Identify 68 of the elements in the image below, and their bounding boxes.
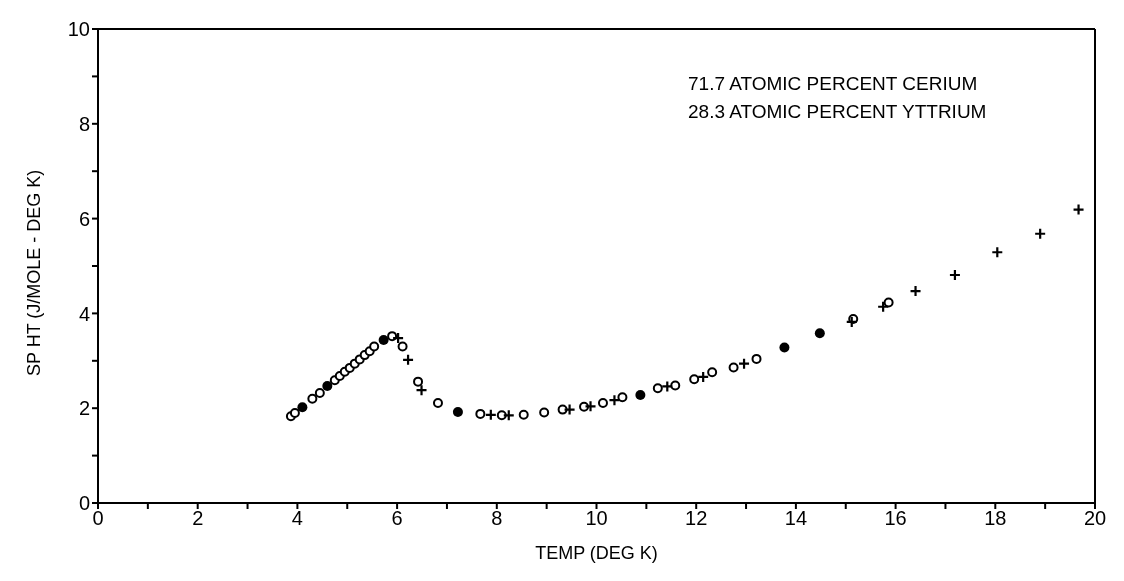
point (948, 268, 962, 282)
y-tick-label: 2 (78, 397, 90, 420)
point (670, 380, 681, 391)
x-tick-label: 4 (291, 507, 303, 530)
point (452, 406, 463, 417)
point (689, 374, 700, 385)
y-tick-label: 0 (78, 492, 90, 515)
y-tick-label: 6 (78, 207, 90, 230)
y-tick-label: 8 (78, 112, 90, 135)
x-tick-label: 0 (92, 507, 104, 530)
x-tick-label: 12 (685, 507, 708, 530)
point (697, 370, 710, 384)
point (369, 341, 380, 352)
point (814, 328, 825, 339)
point (1034, 227, 1047, 240)
point (652, 383, 663, 394)
point (539, 407, 550, 418)
point (289, 407, 300, 418)
x-tick-label: 20 (1083, 507, 1107, 530)
point (877, 300, 890, 313)
y-tick-label: 10 (67, 18, 90, 41)
point (378, 334, 389, 345)
point (432, 397, 443, 408)
point (608, 394, 621, 407)
x-tick-label: 6 (391, 507, 403, 530)
point (751, 353, 762, 364)
point (387, 331, 398, 342)
point (707, 367, 718, 378)
point (401, 353, 415, 366)
point (635, 389, 646, 400)
x-tick-label: 2 (192, 507, 204, 530)
point (397, 341, 408, 352)
point (617, 392, 628, 403)
point (307, 393, 318, 404)
point (518, 409, 529, 420)
point (415, 384, 428, 397)
point (322, 380, 333, 391)
point (737, 357, 751, 370)
point (496, 410, 507, 421)
x-tick-label: 8 (491, 507, 503, 530)
point (728, 362, 739, 373)
point (661, 380, 674, 393)
point (579, 401, 590, 412)
point (297, 402, 308, 413)
point (557, 404, 568, 415)
y-tick-label: 4 (78, 302, 90, 325)
point (413, 376, 424, 387)
point (502, 409, 515, 422)
point (475, 408, 486, 419)
point (484, 408, 497, 421)
annotation: 71.7 ATOMIC PERCENT CERIUM (688, 72, 979, 96)
point (883, 297, 894, 308)
x-tick-label: 18 (984, 507, 1007, 530)
point (314, 388, 325, 399)
point (991, 246, 1004, 259)
y-axis-title: SP HT (J/MOLE - DEG K) (24, 169, 45, 376)
point (584, 400, 597, 413)
point (392, 331, 405, 345)
x-tick-label: 16 (884, 507, 907, 530)
point (597, 397, 608, 408)
point (563, 403, 576, 416)
point (1072, 203, 1085, 216)
x-tick-label: 14 (784, 507, 808, 530)
x-tick-label: 10 (585, 507, 608, 530)
point (779, 342, 790, 353)
x-axis-title: TEMP (DEG K) (535, 543, 658, 563)
annotation: 28.3 ATOMIC PERCENT YTTRIUM (688, 100, 987, 124)
point (845, 315, 858, 329)
